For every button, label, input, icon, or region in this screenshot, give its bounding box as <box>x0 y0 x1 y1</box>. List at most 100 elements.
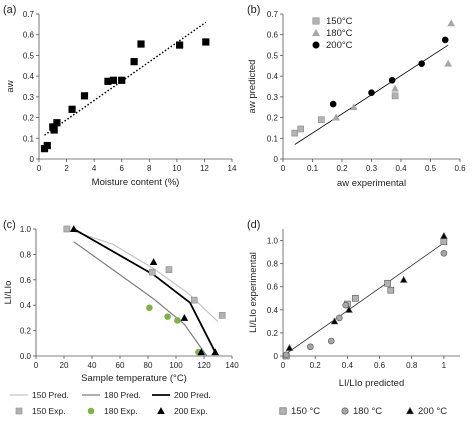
panel-1: 0 0.1 0.2 0.3 0.4 0.5 0.6 0 0.1 0.2 0.3 0.4 0.5 0.6 0.… <box>247 4 466 189</box>
x-tick-label: 0.6 <box>374 361 386 370</box>
y-tick-label: 0.1 <box>23 134 35 143</box>
data-point <box>176 41 184 49</box>
legend-marker <box>312 17 320 25</box>
legend-label: 200 Exp. <box>174 406 208 416</box>
y-axis-label: LI/LIo <box>3 281 14 305</box>
y-tick-label: 0.6 <box>23 31 35 40</box>
x-axis-label: Sample temperature (°C) <box>81 373 187 384</box>
data-point <box>202 38 210 46</box>
data-point <box>109 76 118 84</box>
panel-0: 0 2 4 6 8 10 12 14 0 0.1 0.2 0.3 0.4 0.5 0.6 0.7 (a) Mois… <box>3 4 237 188</box>
data-point <box>332 113 340 121</box>
y-axis-label: LI/LIo experimental <box>248 252 259 333</box>
data-point <box>342 301 350 309</box>
x-tick-label: 0 <box>37 164 42 173</box>
y-tick-label: 0.2 <box>267 114 279 123</box>
legend-marker <box>405 406 415 415</box>
data-point <box>447 19 455 27</box>
x-tick-label: 2 <box>64 164 69 173</box>
data-point <box>197 348 206 356</box>
legend-marker <box>312 41 320 49</box>
data-point <box>345 305 353 313</box>
y-tick-label: 1.0 <box>20 225 32 234</box>
y-tick-label: 0.3 <box>267 93 279 102</box>
y-tick-label: 0.6 <box>267 283 279 292</box>
legend-label: 150 °C <box>291 406 320 417</box>
x-tick-label: 100 <box>169 361 183 370</box>
y-tick-label: 0.6 <box>20 276 32 285</box>
x-tick-label: 0.2 <box>310 361 322 370</box>
data-point <box>218 312 226 319</box>
data-point <box>399 275 408 283</box>
panel-3: 0 0.2 0.4 0.6 0.8 1 0 0.2 0.4 0.6 0.8 1.0 (d) LI/LIo … <box>247 219 460 417</box>
panel-label: (b) <box>247 4 260 16</box>
data-point <box>282 351 290 359</box>
x-tick-label: 0.4 <box>342 361 354 370</box>
x-axis-label: Moisture content (%) <box>92 177 180 188</box>
data-point <box>211 348 220 356</box>
legend-label: 200°C <box>326 40 353 51</box>
y-tick-label: 0.6 <box>267 31 279 40</box>
x-tick-label: 0.3 <box>366 164 378 173</box>
data-point <box>50 126 58 134</box>
legend-label: 180 °C <box>353 406 382 417</box>
y-tick-label: 0 <box>274 352 279 361</box>
x-axis-label: aw experimental <box>337 178 406 189</box>
panel-label: (c) <box>3 219 16 231</box>
legend-marker <box>157 407 165 414</box>
x-tick-label: 120 <box>197 361 211 370</box>
data-point <box>180 313 189 321</box>
data-point <box>368 89 375 97</box>
legend-marker <box>279 407 287 415</box>
data-point <box>440 249 448 257</box>
data-point <box>349 103 358 111</box>
data-point <box>146 304 153 312</box>
data-point <box>297 125 305 133</box>
x-tick-label: 4 <box>92 164 97 173</box>
data-point <box>69 225 78 232</box>
x-tick-label: 0.5 <box>425 164 437 173</box>
data-point <box>190 296 198 304</box>
data-point <box>291 129 299 137</box>
x-tick-label: 12 <box>200 164 209 173</box>
panel-label: (a) <box>3 4 16 16</box>
x-tick-label: 6 <box>119 164 124 173</box>
y-tick-label: 0.8 <box>20 250 32 259</box>
data-point <box>285 344 294 351</box>
x-axis-label: LI/LIo predicted <box>339 378 405 389</box>
x-tick-label: 10 <box>172 164 181 173</box>
legend-label: 180°C <box>326 28 353 39</box>
y-tick-label: 0.3 <box>23 93 35 102</box>
data-point <box>43 141 51 150</box>
x-tick-label: 80 <box>144 361 153 370</box>
x-tick-label: 0.4 <box>395 164 407 173</box>
data-point <box>444 59 453 67</box>
panel-label: (d) <box>247 219 260 231</box>
x-tick-label: 20 <box>60 361 69 370</box>
y-tick-label: 1.0 <box>267 237 279 246</box>
data-point <box>329 100 337 108</box>
y-tick-label: 0.2 <box>20 327 32 336</box>
x-tick-label: 8 <box>147 164 152 173</box>
y-tick-label: 0.5 <box>267 51 279 60</box>
data-point <box>130 58 138 66</box>
panel-2: 0 20 40 60 80 100 120 140 0.0 0.2 0.4 0.6 0.8 1.0 (c) S… <box>3 219 239 416</box>
data-point <box>391 84 399 92</box>
data-point <box>307 343 314 351</box>
data-point <box>330 317 339 325</box>
legend-label: 150°C <box>326 16 353 27</box>
y-tick-label: 0.7 <box>23 10 35 19</box>
data-point <box>118 76 126 84</box>
legend-label: 150 Pred. <box>32 390 69 400</box>
data-point <box>441 36 449 44</box>
data-point <box>80 92 89 100</box>
prediction-line <box>73 241 208 357</box>
x-tick-label: 1 <box>442 361 447 370</box>
x-tick-label: 0.2 <box>336 164 348 173</box>
data-point <box>149 258 158 265</box>
y-tick-label: 0.4 <box>23 72 35 81</box>
data-point <box>327 337 335 345</box>
y-axis-label: aw predicted <box>247 60 258 114</box>
data-point <box>387 286 395 294</box>
data-point <box>165 266 173 273</box>
